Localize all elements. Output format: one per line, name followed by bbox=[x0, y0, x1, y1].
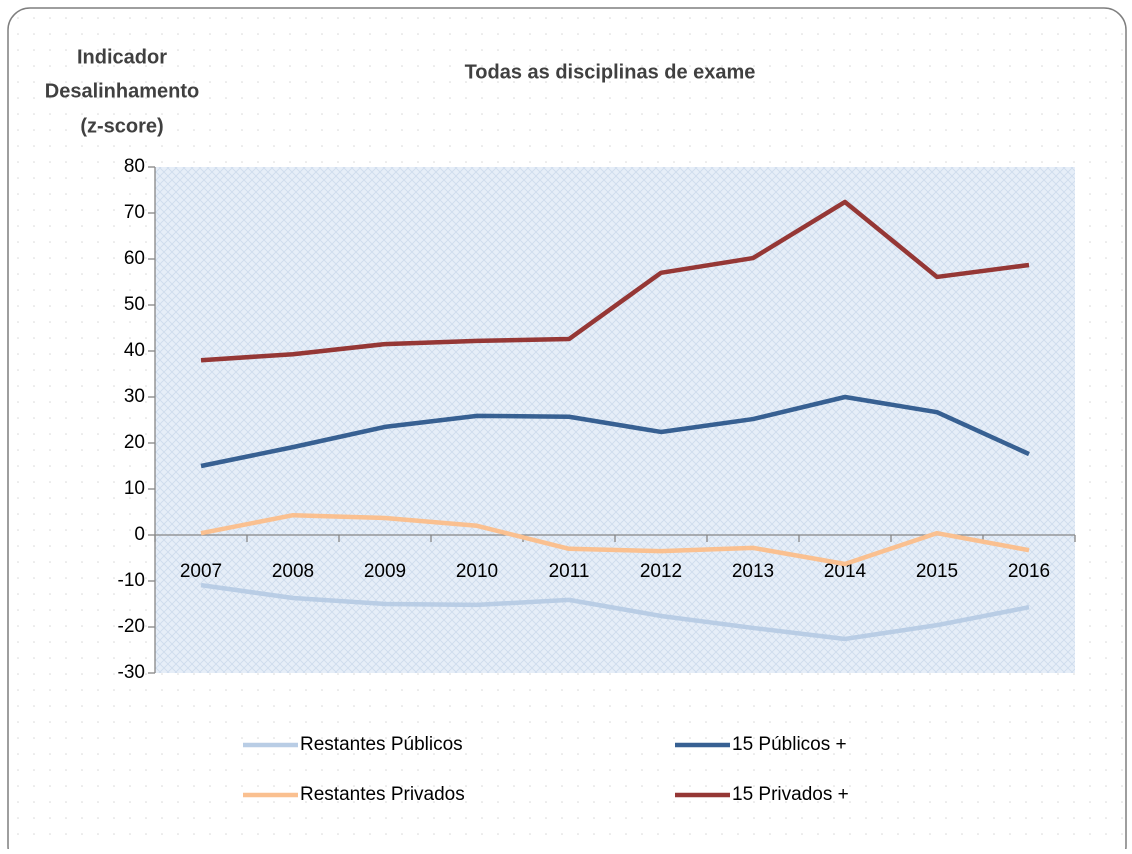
line-series bbox=[200, 582, 1030, 642]
y-tick-label: 20 bbox=[124, 432, 145, 453]
x-tick-label: 2015 bbox=[916, 561, 958, 582]
y-tick-label: 50 bbox=[124, 294, 145, 315]
x-tick-label: 2016 bbox=[1008, 561, 1050, 582]
y-tick-label: 0 bbox=[134, 524, 145, 545]
y-tick-label: 40 bbox=[124, 340, 145, 361]
y-tick-label: 10 bbox=[124, 478, 145, 499]
y-axis-title: Indicador bbox=[77, 46, 167, 68]
line-series bbox=[200, 512, 1030, 567]
y-tick-label: 60 bbox=[124, 248, 145, 269]
y-tick-label: -20 bbox=[118, 616, 145, 637]
x-tick-label: 2009 bbox=[364, 561, 406, 582]
y-tick-label: 80 bbox=[124, 156, 145, 177]
x-tick-label: 2007 bbox=[180, 561, 222, 582]
legend-label: 15 Públicos + bbox=[732, 734, 847, 755]
x-tick-label: 2008 bbox=[272, 561, 314, 582]
chart-title: Todas as disciplinas de exame bbox=[465, 61, 756, 83]
legend-label: Restantes Públicos bbox=[300, 734, 463, 755]
y-tick-label: 70 bbox=[124, 202, 145, 223]
legend-label: Restantes Privados bbox=[300, 784, 465, 805]
line-series bbox=[200, 199, 1030, 363]
y-tick-label: -10 bbox=[118, 570, 145, 591]
x-tick-label: 2012 bbox=[640, 561, 682, 582]
y-axis-title: (z-score) bbox=[80, 115, 163, 137]
plot-area bbox=[155, 167, 1075, 673]
x-tick-label: 2014 bbox=[824, 561, 867, 582]
x-tick-label: 2011 bbox=[549, 561, 590, 582]
y-axis-title: Desalinhamento bbox=[45, 80, 199, 102]
line-series bbox=[200, 394, 1030, 469]
y-tick-label: -30 bbox=[118, 662, 145, 683]
x-tick-label: 2010 bbox=[456, 561, 498, 582]
y-tick-label: 30 bbox=[124, 386, 145, 407]
x-tick-label: 2013 bbox=[732, 561, 774, 582]
legend-label: 15 Privados + bbox=[732, 784, 849, 805]
